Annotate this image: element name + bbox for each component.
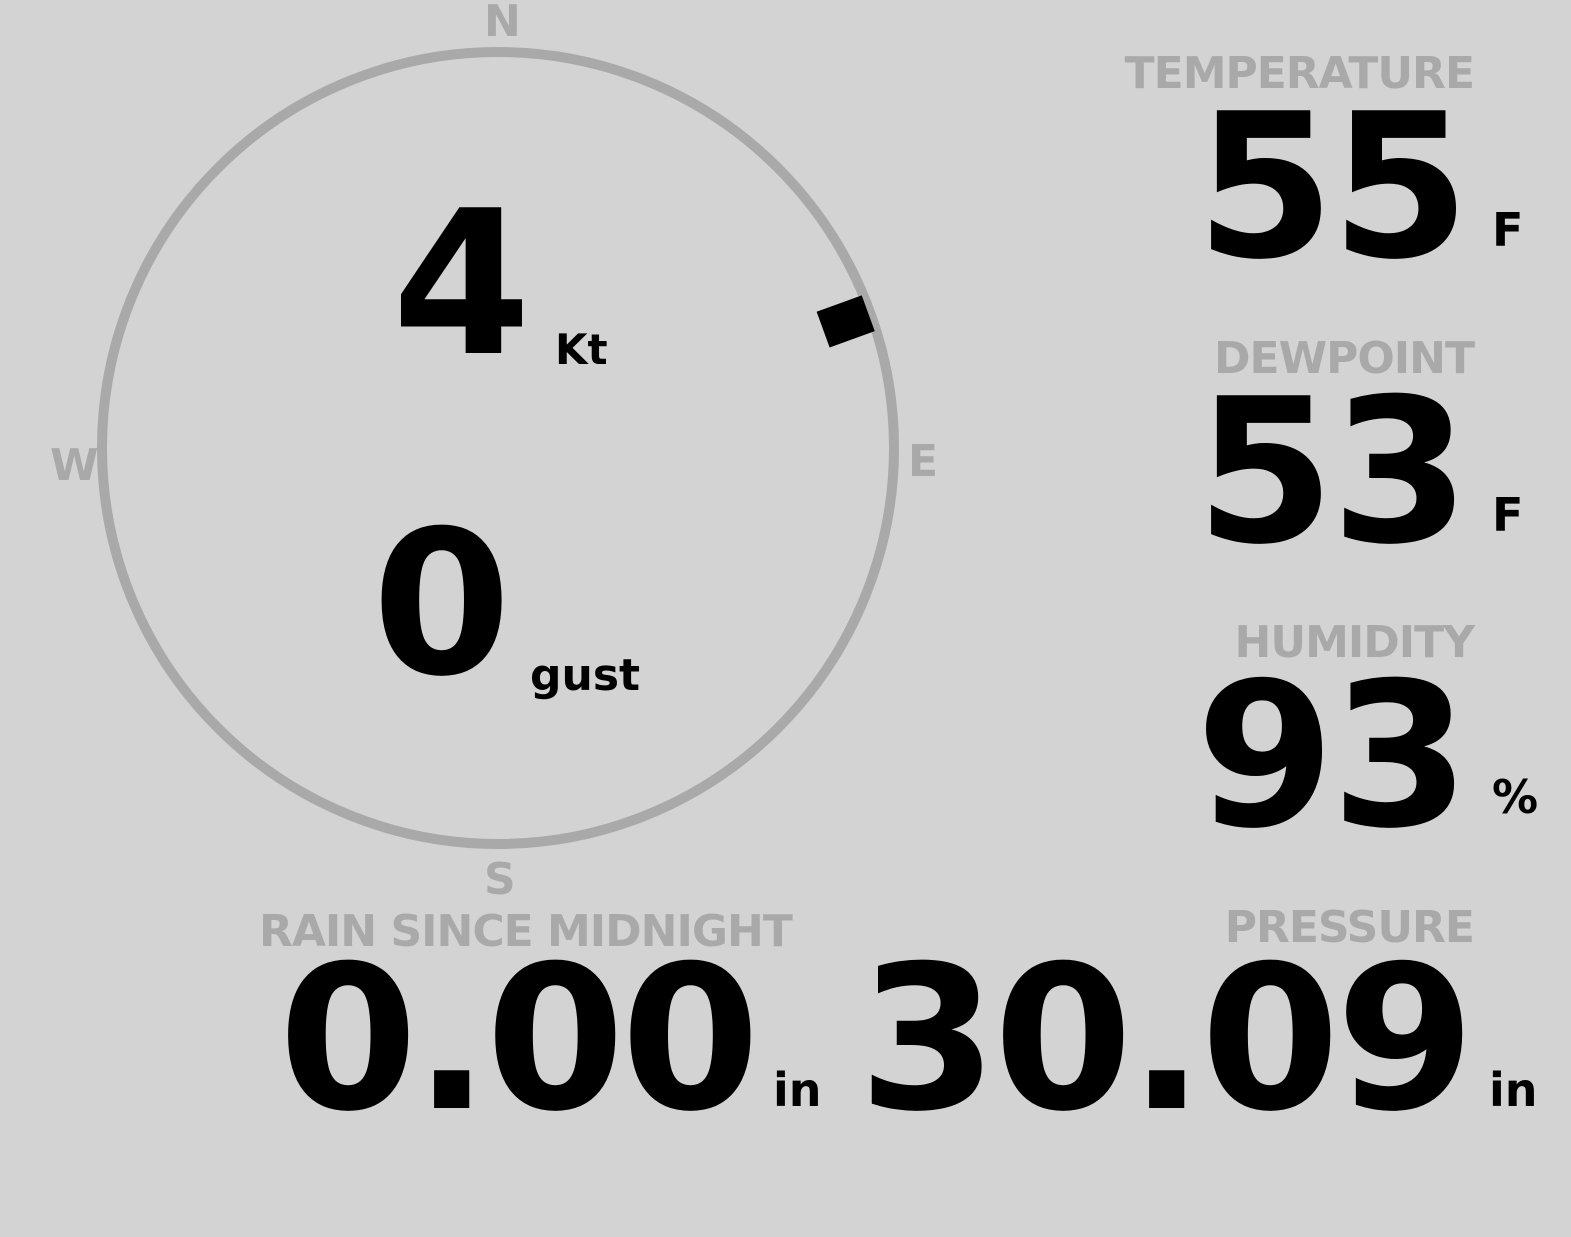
rain-label: RAIN SINCE MIDNIGHT — [259, 906, 793, 957]
pressure-value: 30.09 — [858, 923, 1475, 1156]
pressure-unit: in — [1489, 1063, 1538, 1117]
wind-gust-value: 0 — [372, 488, 511, 721]
compass-east: E — [908, 436, 939, 487]
humidity-value: 93 — [1195, 640, 1470, 873]
compass-north: N — [484, 0, 521, 47]
humidity-label: HUMIDITY — [1234, 617, 1475, 668]
rain-value: 0.00 — [278, 923, 760, 1156]
compass-west: W — [50, 440, 99, 491]
wind-compass — [97, 47, 899, 849]
temperature-label: TEMPERATURE — [1124, 48, 1475, 99]
wind-speed-unit: Kt — [555, 325, 608, 374]
dewpoint-label: DEWPOINT — [1214, 333, 1475, 384]
pressure-label: PRESSURE — [1224, 902, 1475, 953]
humidity-unit: % — [1492, 770, 1539, 824]
temperature-value: 55 — [1195, 71, 1470, 304]
rain-unit: in — [773, 1063, 822, 1117]
dewpoint-unit: F — [1492, 488, 1524, 542]
dewpoint-value: 53 — [1195, 356, 1470, 589]
compass-south: S — [484, 854, 516, 905]
wind-speed-value: 4 — [392, 168, 531, 401]
wind-gust-unit: gust — [530, 650, 641, 701]
wind-direction-indicator — [816, 295, 875, 348]
compass-ring — [97, 47, 899, 849]
temperature-unit: F — [1492, 203, 1524, 257]
